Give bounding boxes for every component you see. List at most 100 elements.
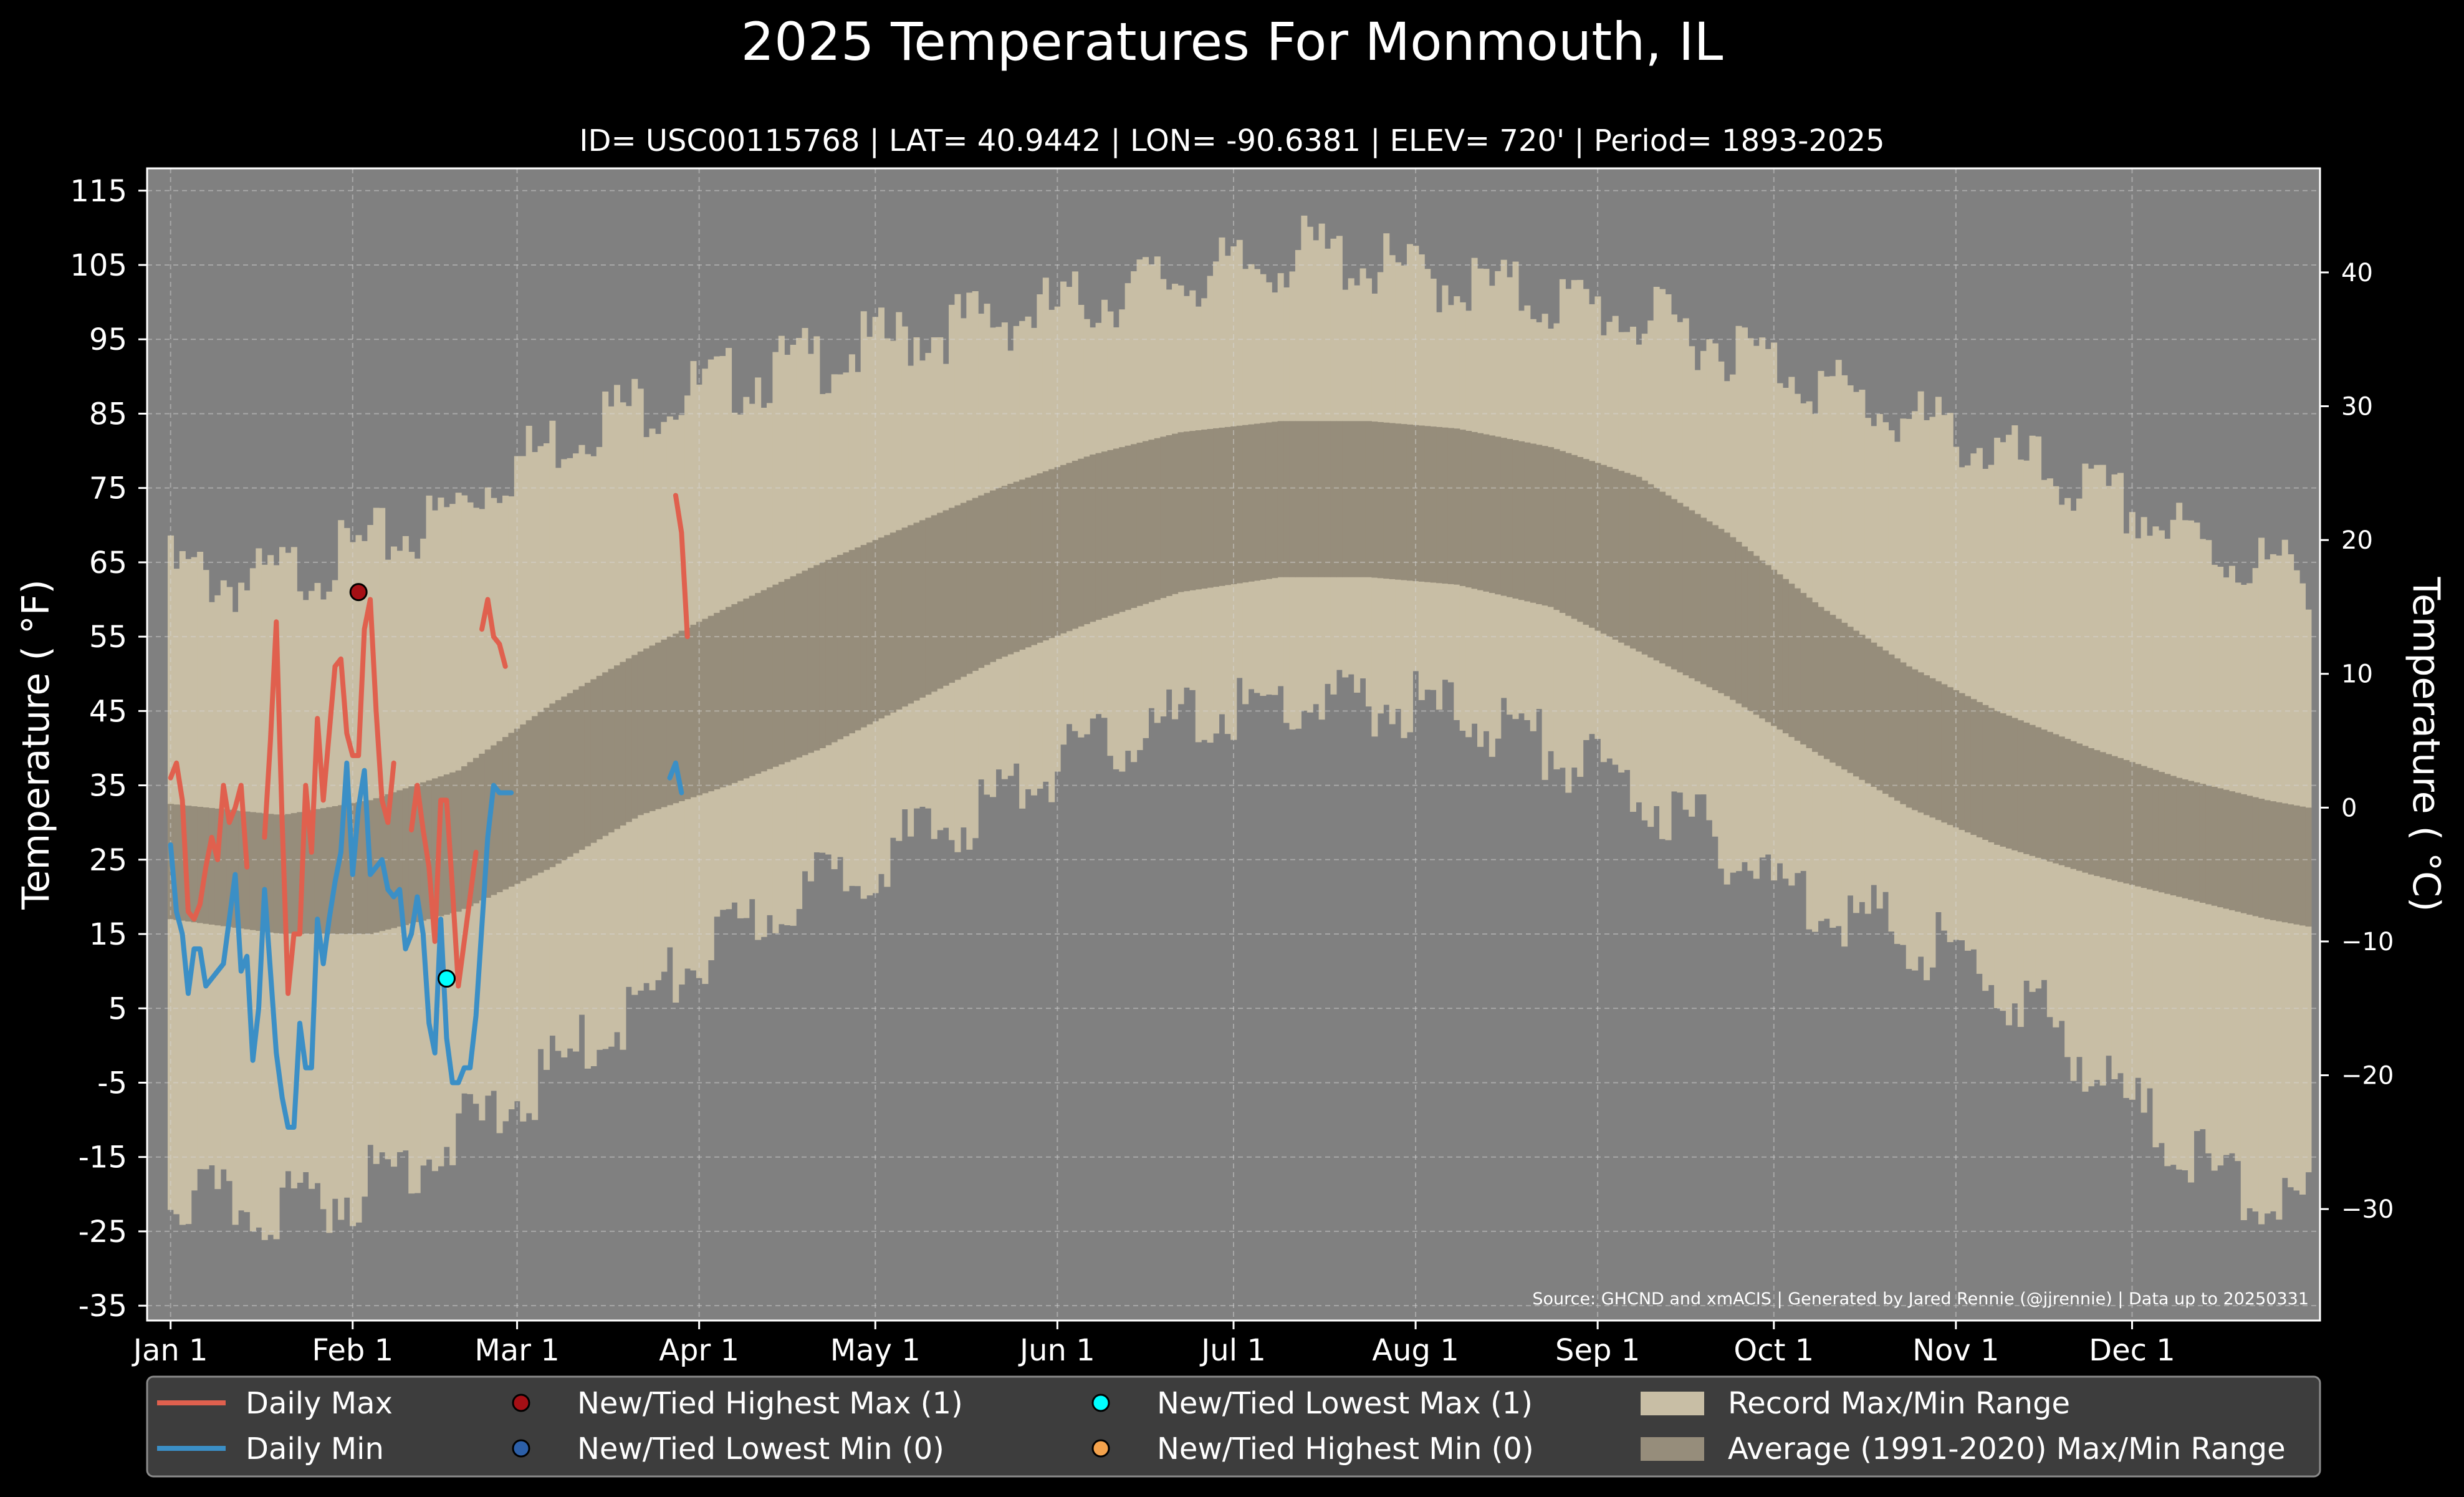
normal-range-bar [2011, 718, 2018, 850]
normal-range-bar [1888, 654, 1895, 797]
y-left-tick-label: 105 [70, 248, 127, 283]
normal-range-bar [1677, 503, 1684, 673]
normal-range-bar [1641, 480, 1648, 655]
normal-range-bar [2017, 720, 2024, 852]
normal-range-bar [1488, 435, 1495, 594]
normal-range-bar [273, 814, 280, 933]
x-tick-label: Jul 1 [1199, 1333, 1266, 1368]
normal-range-bar [1019, 479, 1026, 650]
y-axis-left-label: Temperature ( °F) [14, 579, 58, 910]
normal-range-bar [431, 778, 438, 918]
y-axis-right-label: Temperature ( °C) [2404, 577, 2448, 912]
y-right-tick-label: 10 [2341, 660, 2373, 689]
daily-max-line [408, 782, 479, 989]
normal-range-bar [420, 782, 427, 921]
normal-range-bar [1935, 681, 1942, 821]
normal-range-bar [2205, 785, 2212, 905]
normal-range-bar [731, 604, 738, 783]
normal-range-bar [2299, 806, 2306, 926]
normal-range-bar [1565, 453, 1572, 616]
legend-normal-range-swatch [1641, 1437, 1704, 1461]
y-axis-left: 115 105 95 85 75 65 55 45 35 25 15 5 -5 -15 -25 -35 [70, 174, 147, 1324]
normal-range-bar [361, 801, 368, 935]
y-left-tick-label: 55 [89, 620, 127, 655]
normal-range-bar [972, 498, 979, 671]
normal-range-bar [1336, 421, 1343, 577]
normal-range-bar [1530, 443, 1536, 603]
normal-range-bar [1030, 475, 1037, 645]
normal-range-bar [2164, 774, 2171, 894]
normal-range-bar [2240, 794, 2247, 913]
normal-range-bar [1924, 675, 1930, 816]
normal-range-bar [919, 520, 926, 698]
normal-range-bar [1812, 602, 1819, 752]
normal-range-bar [2158, 772, 2165, 893]
normal-range-bar [1829, 615, 1836, 763]
y-right-tick-label: 0 [2341, 794, 2357, 822]
normal-range-bar [643, 648, 650, 814]
normal-range-bar [1941, 684, 1948, 823]
daily-max-line [262, 597, 396, 996]
normal-range-bar [766, 587, 774, 769]
normal-range-bar [2140, 766, 2147, 888]
legend-daily-min-label: Daily Min [246, 1432, 384, 1466]
normal-range-bar [1747, 551, 1754, 711]
legend-highest-min-marker [1091, 1439, 1110, 1458]
normal-range-bar [2235, 792, 2241, 912]
normal-range-bar [990, 490, 997, 662]
normal-range-bar [1718, 529, 1725, 693]
normal-range-bar [1236, 425, 1243, 584]
y-right-tick-label: −30 [2341, 1195, 2394, 1224]
normal-range-bar [514, 728, 520, 884]
normal-range-bar [1912, 669, 1919, 811]
normal-range-bar [508, 733, 515, 887]
normal-range-bar [1553, 449, 1560, 610]
normal-range-bar [1823, 610, 1830, 759]
normal-range-bar [1806, 597, 1813, 748]
record-marker [349, 583, 368, 602]
normal-range-bar [1970, 699, 1977, 835]
normal-range-bar [2076, 743, 2083, 871]
record-range-bar [2029, 435, 2036, 992]
series-lines [168, 493, 690, 1130]
normal-range-bar [673, 633, 679, 804]
normal-range-bar [1260, 423, 1267, 580]
x-tick-label: Mar 1 [474, 1333, 559, 1368]
normal-range-bar [496, 741, 503, 892]
normal-range-bar [790, 576, 797, 760]
y-left-tick-label: 15 [89, 917, 127, 952]
normal-range-bar [2046, 731, 2053, 862]
legend-lowest-min-label: New/Tied Lowest Min (0) [577, 1432, 944, 1466]
normal-range-bar [1136, 442, 1143, 606]
normal-range-bar [1495, 436, 1502, 595]
normal-range-bar [825, 559, 832, 746]
normal-range-bar [1160, 436, 1167, 599]
normal-range-bar [309, 810, 315, 935]
normal-range-bar [1541, 446, 1548, 606]
normal-range-bar [1148, 440, 1155, 602]
normal-range-bar [1730, 537, 1737, 700]
normal-range-bar [455, 770, 462, 912]
normal-range-bar [1383, 422, 1390, 579]
y-left-tick-label: 5 [108, 991, 127, 1026]
record-range-bar [2011, 425, 2018, 1004]
normal-range-bar [2199, 784, 2206, 903]
normal-range-bar [1900, 662, 1907, 804]
normal-range-bar [2223, 789, 2230, 909]
normal-range-bar [396, 790, 403, 927]
normal-range-bar [860, 545, 867, 728]
normal-range-bar [320, 808, 327, 935]
normal-range-bar [1007, 483, 1014, 655]
normal-range-bar [537, 711, 544, 873]
normal-range-bar [2276, 802, 2283, 922]
normal-range-bar [1906, 666, 1912, 808]
normal-range-bar [1354, 421, 1361, 577]
normal-range-bar [578, 686, 585, 850]
normal-range-bar [549, 703, 556, 867]
normal-range-bar [1013, 481, 1020, 652]
normal-range-bars [167, 421, 2312, 935]
normal-range-bar [772, 584, 779, 767]
normal-range-bar [1753, 556, 1760, 715]
normal-range-bar [707, 615, 714, 792]
